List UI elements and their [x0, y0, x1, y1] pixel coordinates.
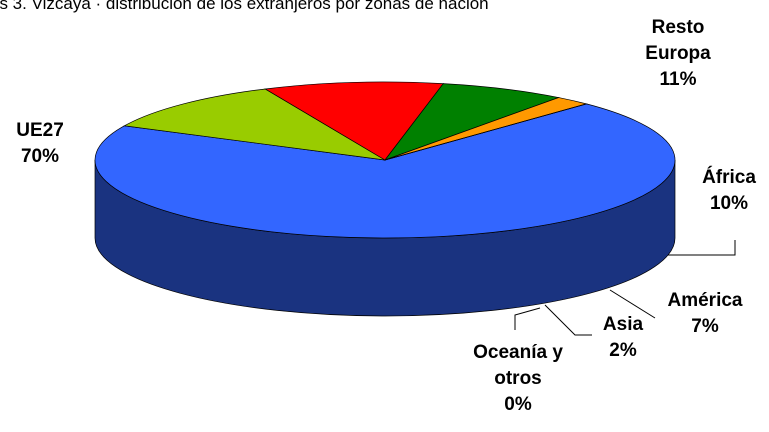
value-label: 0% [504, 394, 532, 415]
slice-label: Asia 2% [588, 312, 658, 364]
slice-label: América 7% [650, 288, 760, 340]
pie-slice [123, 88, 386, 161]
value-label: 7% [691, 316, 719, 337]
category-label: Resto Europa [645, 17, 711, 64]
category-label: América [667, 290, 743, 311]
category-label: Oceanía y otros [473, 342, 563, 389]
slice-label: África 10% [684, 165, 769, 217]
category-label: UE27 [16, 120, 64, 141]
value-label: 2% [609, 340, 637, 361]
pie-slice [94, 103, 676, 239]
pie-slice [384, 83, 561, 161]
leader-line [609, 289, 656, 319]
leader-line [655, 240, 736, 256]
slice-label: Resto Europa 11% [628, 15, 728, 93]
category-label: África [702, 167, 756, 188]
slice-label: UE27 70% [0, 118, 80, 170]
slice-label: Oceanía y otros 0% [448, 340, 588, 418]
pie-slice [264, 81, 444, 161]
leader-line [514, 307, 541, 330]
category-label: Asia [602, 314, 644, 335]
value-label: 10% [709, 193, 749, 214]
value-label: 70% [20, 146, 60, 167]
chart-title: os 3. Vizcaya · distribución de los extr… [0, 0, 489, 13]
leader-line [544, 304, 592, 336]
value-label: 11% [659, 69, 697, 90]
